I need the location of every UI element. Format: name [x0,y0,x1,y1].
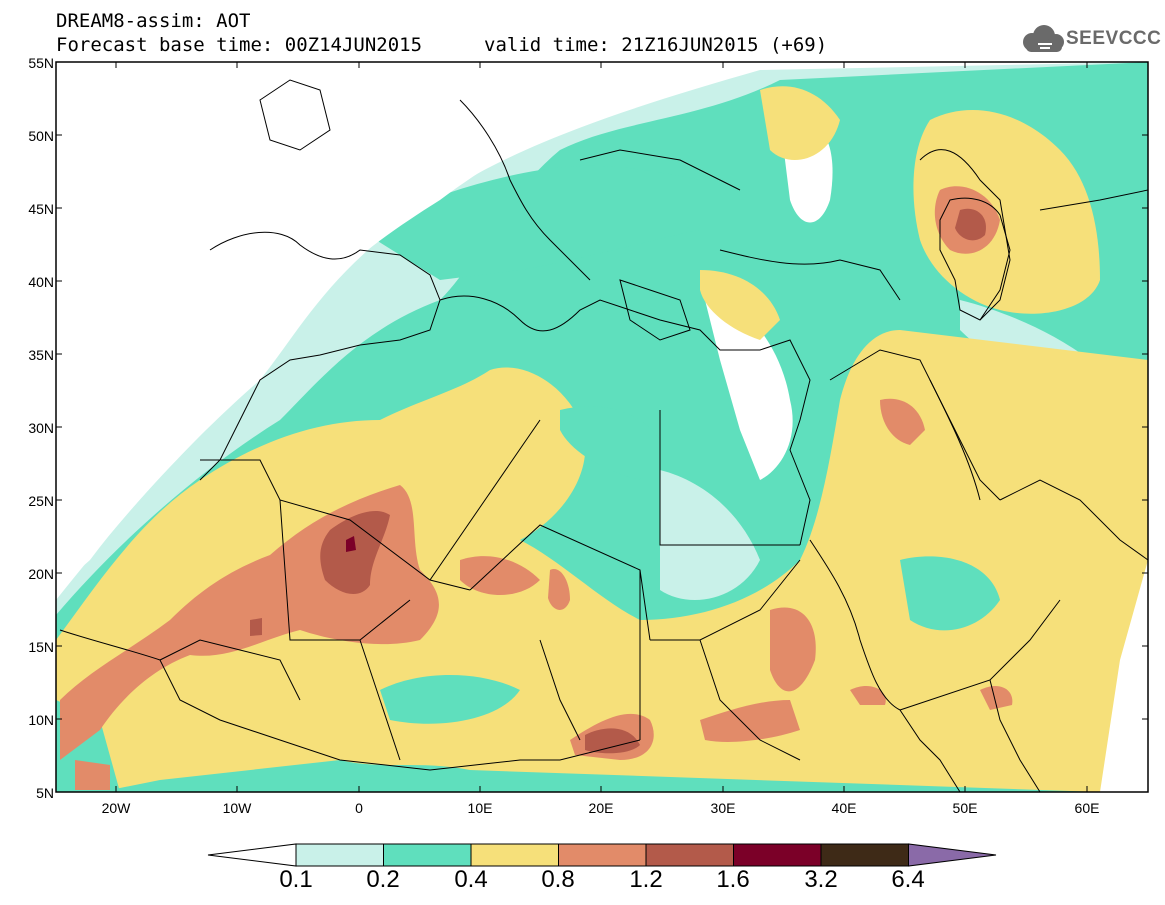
colorbar-cell [295,843,384,867]
colorbar-label-0.8: 0.8 [541,866,575,893]
colorbar-label-0.4: 0.4 [454,866,488,893]
lon-label-50e: 50E [952,800,978,816]
colorbar-cell [558,843,647,867]
lat-label-25n: 25N [28,493,54,509]
seevccc-logo [1023,25,1064,52]
colorbar-label-0.1: 0.1 [279,866,313,893]
colorbar-cell-below [207,843,297,867]
aot-contour-1.6 [346,536,356,552]
lat-label-10n: 10N [28,712,54,728]
valid-time: valid time: 21Z16JUN2015 (+69) [484,34,828,56]
lat-label-45n: 45N [28,201,54,217]
lon-label-30e: 30E [710,800,736,816]
aot-contour-0.4 [56,86,1148,792]
colorbar-label-1.2: 1.2 [629,866,663,893]
colorbar-cell [383,843,472,867]
logo-text: SEEVCCC [1066,28,1162,49]
lon-label-0: 0 [355,800,363,816]
lon-label-60e: 60E [1074,800,1100,816]
colorbar-label-3.2: 3.2 [804,866,838,893]
lat-label-20n: 20N [28,566,54,582]
map-title: DREAM8-assim: AOT [56,10,251,32]
aot-contour-1.2 [250,208,986,754]
country-borders [59,79,1148,792]
colorbar-cell [645,843,734,867]
axis-ticks [56,61,1148,793]
cloud-icon [1023,25,1064,52]
colorbar-label-6.4: 6.4 [891,866,925,893]
lat-label-30n: 30N [28,420,54,436]
lon-label-10w: 10W [222,800,252,816]
lat-label-40n: 40N [28,274,54,290]
colorbar-cell-above [908,843,997,867]
lat-label-55n: 55N [28,55,54,71]
lon-label-20w: 20W [101,800,131,816]
lat-label-50n: 50N [28,128,54,144]
caspian-sea-outline [939,197,1011,321]
colorbar-cell [470,843,559,867]
colorbar-label-1.6: 1.6 [716,866,750,893]
forecast-base-time: Forecast base time: 00Z14JUN2015 [56,34,423,56]
lon-label-40e: 40E [831,800,857,816]
lat-label-15n: 15N [28,639,54,655]
lat-label-5n: 5N [36,785,54,801]
lon-label-10e: 10E [467,800,493,816]
colorbar-cell [733,843,822,867]
colorbar-cell [820,843,909,867]
lat-label-35n: 35N [28,347,54,363]
lon-label-20e: 20E [588,800,614,816]
colorbar-label-0.2: 0.2 [366,866,400,893]
